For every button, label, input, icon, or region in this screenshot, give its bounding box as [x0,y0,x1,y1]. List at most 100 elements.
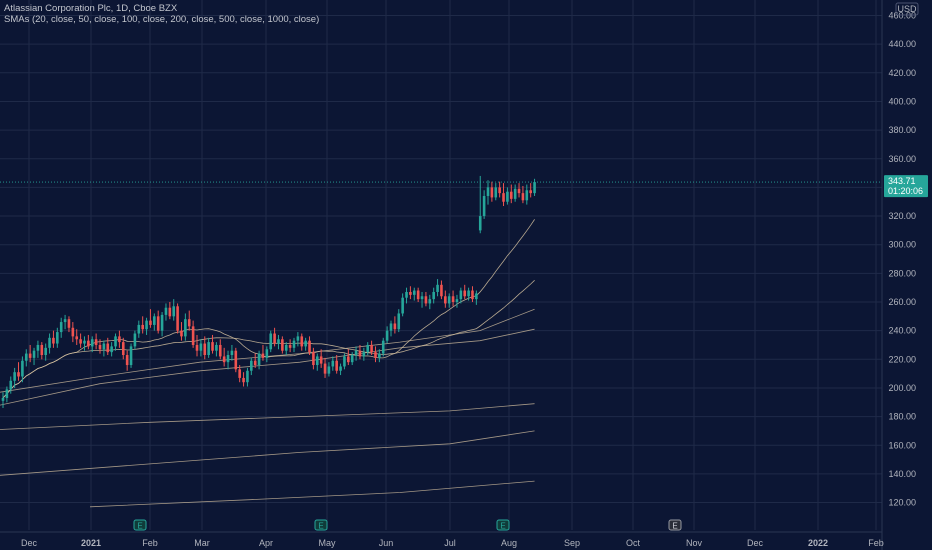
candle [87,334,90,350]
y-tick-label: 220.00 [888,354,916,364]
candle [509,184,513,204]
candle [486,180,490,205]
candle [9,376,13,394]
x-tick-label: Mar [194,538,210,548]
candle [215,342,218,357]
candle [378,349,381,363]
sma-line-200 [0,328,535,406]
candle [385,326,389,344]
x-tick-label: Jul [444,538,456,548]
candle [94,333,98,350]
candle [1,392,5,409]
x-tick-label: 2021 [81,538,101,548]
candle [533,178,536,196]
candle [292,337,296,353]
x-tick-label: Apr [259,538,273,548]
candle [319,349,323,368]
candle [416,287,420,302]
candle [156,310,160,334]
candle [172,299,176,321]
candle [184,313,187,341]
y-tick-label: 360.00 [888,154,916,164]
candle [63,314,67,330]
candle [459,287,463,304]
earnings-marker-label: E [318,522,323,531]
earnings-marker[interactable]: E [133,519,147,531]
candle [218,339,222,360]
x-tick-label: May [318,538,336,548]
candle [397,309,401,333]
earnings-marker-label: E [672,522,677,531]
y-tick-label: 420.00 [888,68,916,78]
candle [343,353,346,370]
candle [129,343,133,368]
candle [261,344,265,361]
candle [273,327,276,347]
candle [335,355,338,374]
candle [304,337,307,351]
currency-label: USD [897,4,917,14]
currency-button[interactable]: USD [895,2,919,16]
earnings-marker[interactable]: E [314,519,328,531]
y-tick-label: 300.00 [888,240,916,250]
candle [250,357,253,376]
candle [141,316,144,334]
candle [21,356,24,383]
earnings-marker-label: E [500,522,505,531]
candle [331,356,335,371]
y-tick-label: 320.00 [888,211,916,221]
candle [281,336,284,354]
sma-line-100 [0,308,535,393]
y-tick-label: 120.00 [888,498,916,508]
candle [444,290,447,308]
candle [75,329,79,345]
y-tick-label: 440.00 [888,39,916,49]
candle [381,337,385,357]
candle [242,372,245,387]
candle [24,349,28,367]
candles [1,175,536,409]
candle [5,386,9,403]
y-tick-label: 240.00 [888,326,916,336]
candle [48,333,51,354]
earnings-marker[interactable]: E [496,519,510,531]
candle [90,336,94,353]
candle [327,362,331,377]
y-tick-label: 160.00 [888,440,916,450]
y-tick-label: 200.00 [888,383,916,393]
candle [284,342,288,356]
candle [498,181,501,198]
candle [52,330,55,348]
candle [56,327,59,348]
candle [153,313,156,331]
candle [339,363,342,376]
candle [478,175,482,234]
candle [199,339,203,357]
candle [482,190,486,219]
candle [102,340,106,357]
candle [471,286,474,302]
candle [203,336,207,360]
candle [226,350,230,370]
candle [246,367,249,387]
candle [428,294,432,310]
candle [67,316,71,333]
candle [28,344,32,363]
candle [401,293,404,317]
candle [362,347,366,361]
candle [13,367,16,388]
earnings-marker[interactable]: E [668,519,682,531]
x-tick-label: Dec [747,538,764,548]
candle [529,183,532,198]
last-price-value: 343.71 [888,176,916,186]
x-tick-label: Nov [686,538,703,548]
candle [409,286,412,300]
x-tick-label: Aug [501,538,517,548]
candle [137,320,141,338]
candle [347,349,350,366]
candle [502,183,505,207]
candle [288,339,292,353]
